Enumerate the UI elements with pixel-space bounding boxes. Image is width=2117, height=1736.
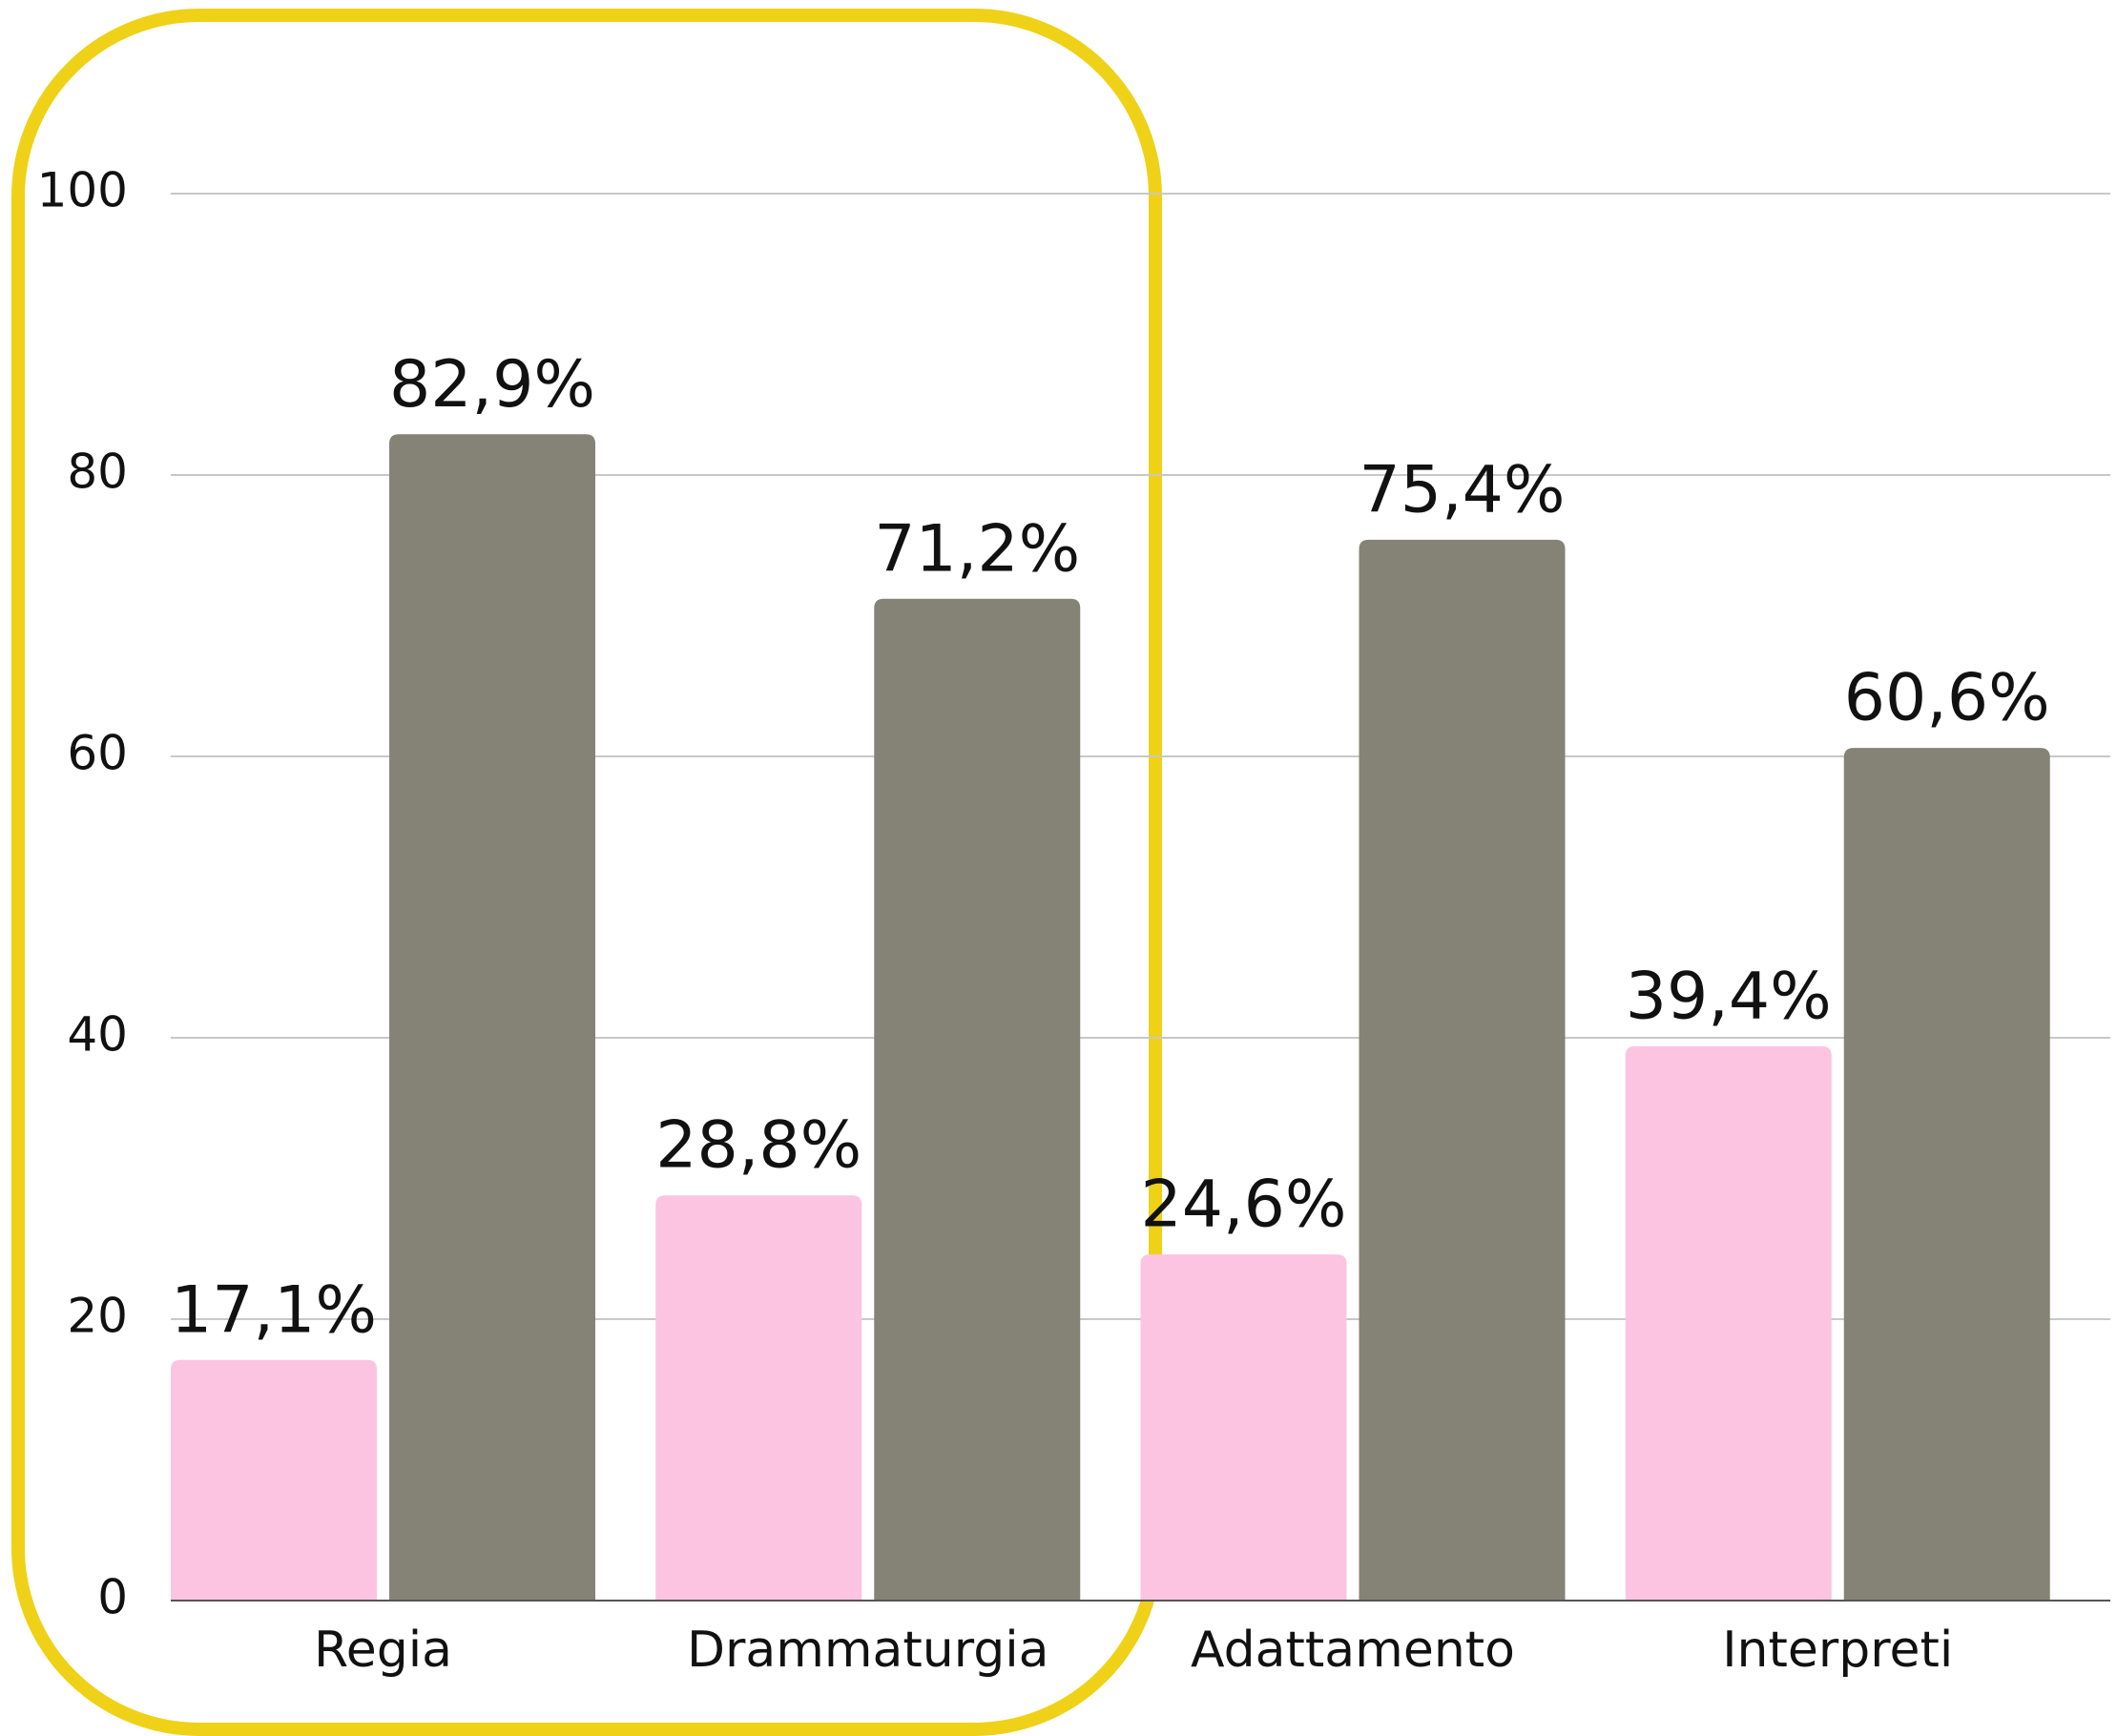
- highlight-box: [11, 9, 1162, 1736]
- x-tick-label: Drammaturgia: [687, 1622, 1049, 1679]
- bar: [1359, 539, 1566, 1601]
- x-tick-label: Regia: [314, 1622, 452, 1679]
- y-tick-label: 0: [97, 1570, 128, 1625]
- bar: [1843, 748, 2050, 1601]
- y-tick-label: 40: [67, 1007, 128, 1063]
- y-tick-label: 80: [67, 444, 128, 500]
- bar: [655, 1195, 862, 1601]
- data-label: 71,2%: [874, 511, 1080, 587]
- bar: [1625, 1045, 1832, 1601]
- bar: [389, 434, 595, 1602]
- data-label: 28,8%: [655, 1108, 861, 1184]
- data-label: 75,4%: [1359, 452, 1565, 527]
- bar: [1140, 1254, 1347, 1601]
- data-label: 39,4%: [1626, 959, 1832, 1034]
- x-tick-label: Interpreti: [1722, 1622, 1953, 1679]
- x-tick-label: Adattamento: [1191, 1622, 1515, 1679]
- bar: [171, 1359, 377, 1601]
- y-tick-label: 60: [67, 726, 128, 781]
- bar: [874, 598, 1081, 1601]
- data-label: 24,6%: [1140, 1168, 1346, 1243]
- y-tick-label: 100: [37, 163, 128, 218]
- y-tick-label: 20: [67, 1289, 128, 1344]
- data-label: 17,1%: [171, 1272, 377, 1348]
- data-label: 60,6%: [1844, 661, 2050, 736]
- data-label: 82,9%: [389, 347, 595, 423]
